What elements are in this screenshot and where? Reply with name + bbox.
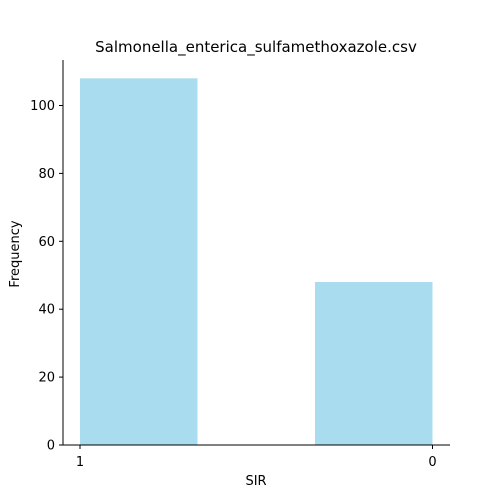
y-tick-label: 80 [38,167,55,182]
y-tick-label: 100 [30,99,55,114]
bars-layer [80,78,433,445]
bar-0 [315,282,433,445]
bar-1 [80,78,198,445]
axes-layer [62,60,450,446]
ticks-layer: 0 20 40 60 80 100 1 0 [30,99,436,470]
x-tick-label: 0 [428,455,436,470]
y-tick-label: 0 [47,439,55,454]
y-tick-label: 40 [38,303,55,318]
x-axis-label: SIR [245,474,266,489]
x-tick-label: 1 [76,455,84,470]
y-tick-label: 20 [38,371,55,386]
y-axis-label: Frequency [8,220,23,287]
y-tick-label: 60 [38,235,55,250]
chart-title: Salmonella_enterica_sulfamethoxazole.csv [95,38,417,57]
